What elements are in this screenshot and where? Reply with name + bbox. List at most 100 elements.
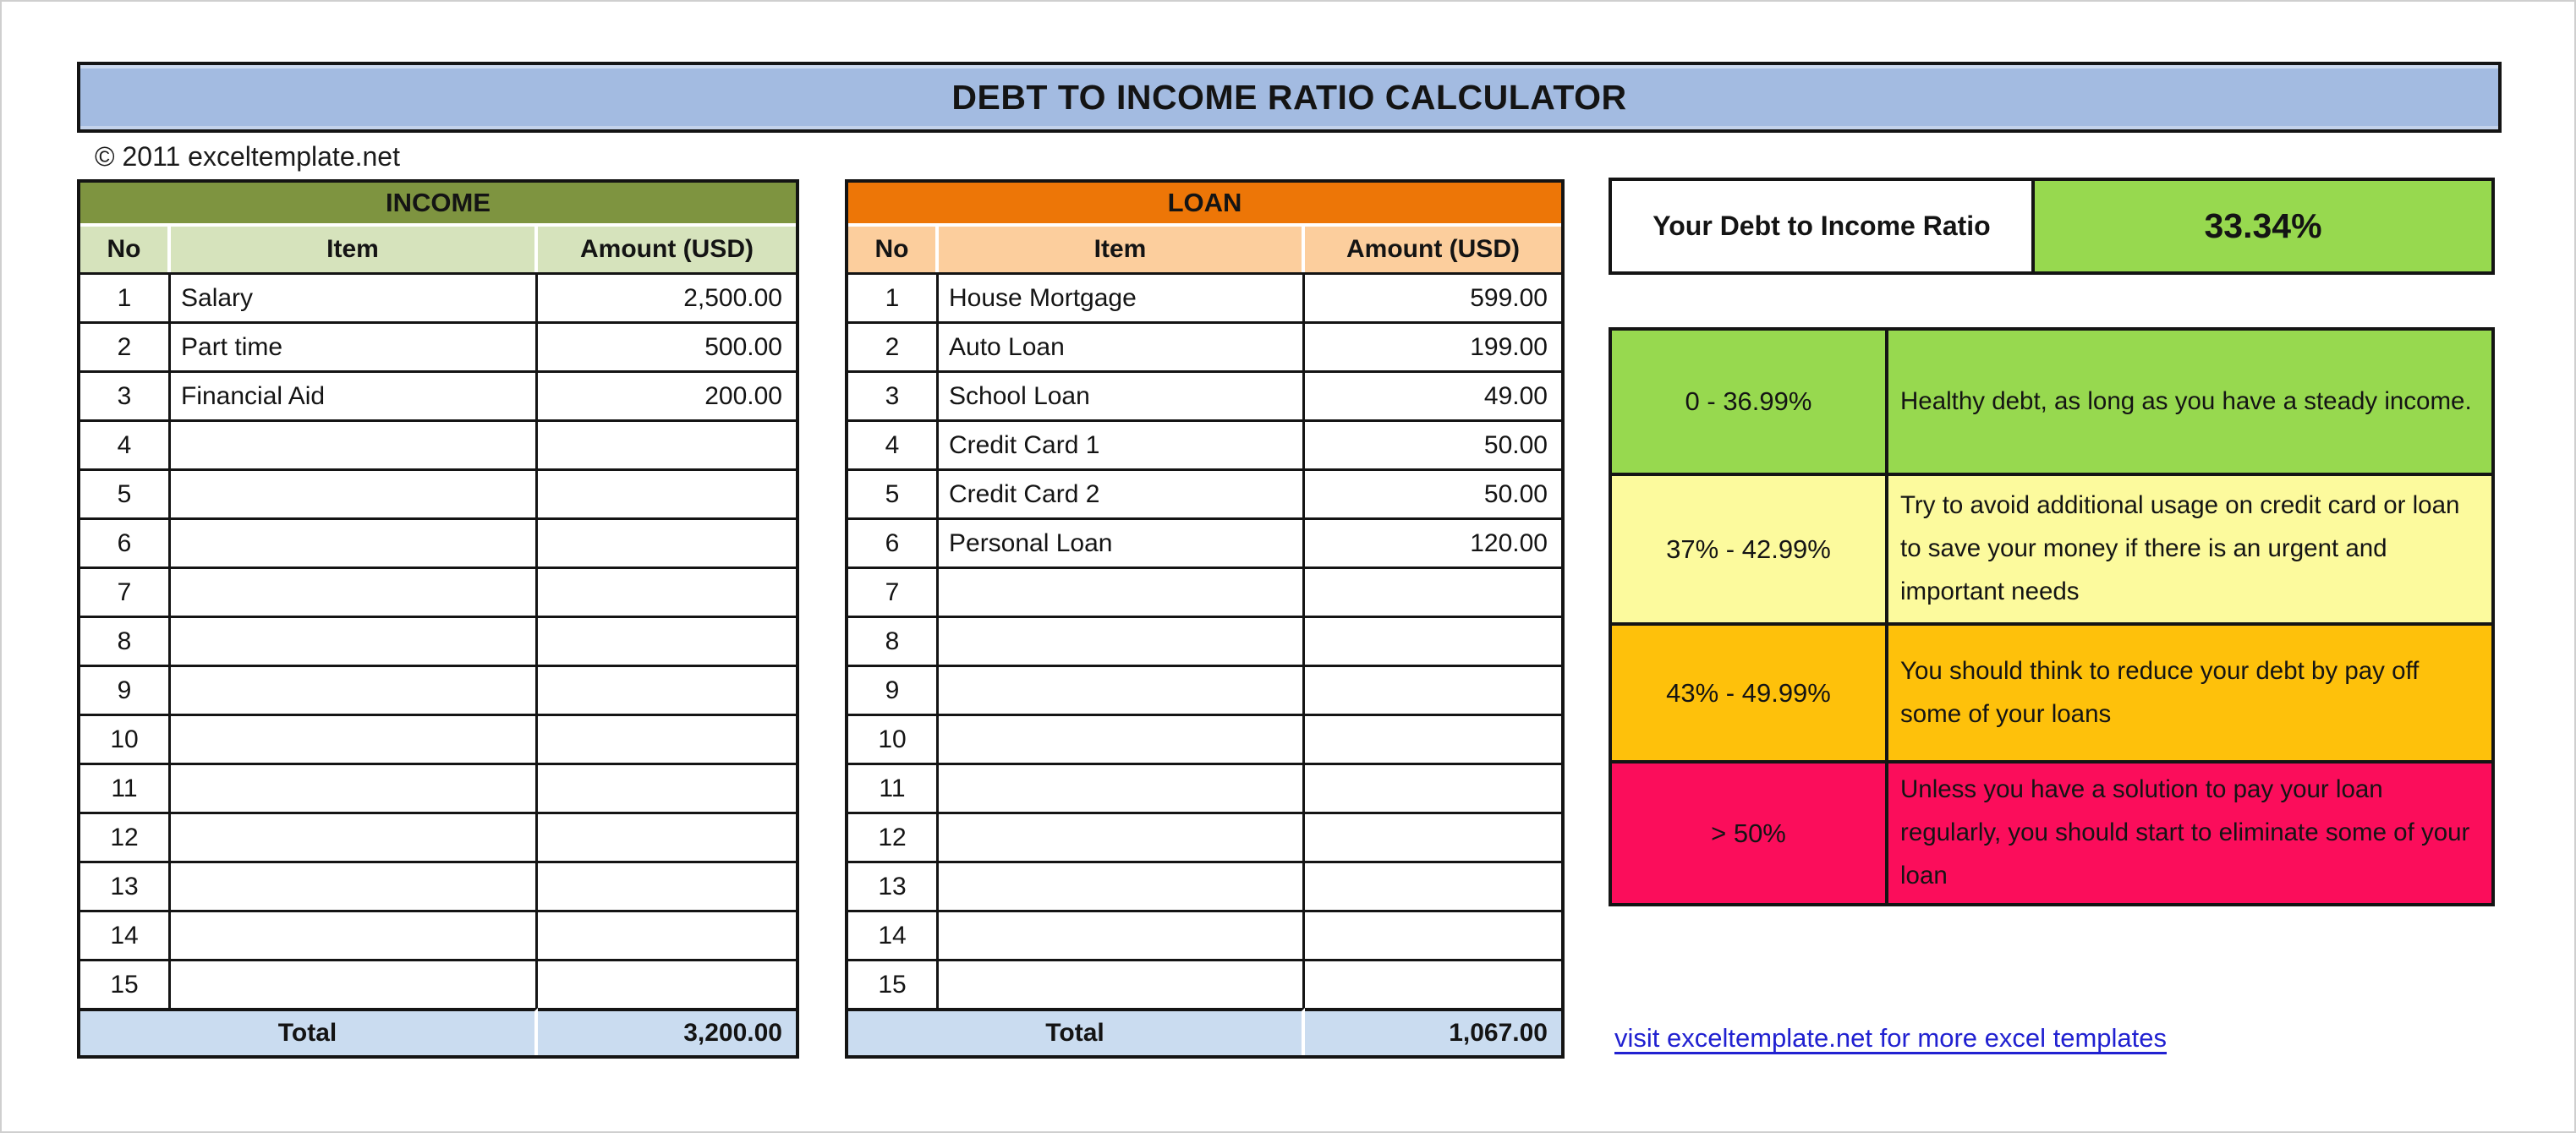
loan-col-header-item: Item bbox=[939, 227, 1305, 272]
legend-row-4: > 50% Unless you have a solution to pay y… bbox=[1612, 760, 2491, 903]
income-row-9: 9 bbox=[80, 665, 796, 714]
loan-row-3-item-cell[interactable]: School Loan bbox=[939, 370, 1305, 419]
income-row-14-item-cell[interactable] bbox=[171, 910, 538, 959]
income-row-2: 2 Part time 500.00 bbox=[80, 321, 796, 370]
income-row-12-item-cell[interactable] bbox=[171, 812, 538, 861]
loan-row-11: 11 bbox=[848, 763, 1561, 812]
income-row-14-amount-cell[interactable] bbox=[538, 910, 796, 959]
ratio-legend-table: 0 - 36.99% Healthy debt, as long as you h… bbox=[1609, 327, 2495, 906]
loan-row-10-amount-cell[interactable] bbox=[1305, 714, 1561, 763]
income-row-3-amount-cell[interactable]: 200.00 bbox=[538, 370, 796, 419]
income-row-3-number: 3 bbox=[80, 370, 171, 419]
loan-row-11-amount-cell[interactable] bbox=[1305, 763, 1561, 812]
income-row-12-amount-cell[interactable] bbox=[538, 812, 796, 861]
income-row-15-amount-cell[interactable] bbox=[538, 959, 796, 1008]
loan-row-1-amount-cell[interactable]: 599.00 bbox=[1305, 272, 1561, 321]
income-rows: 1 Salary 2,500.00 2 Part time 500.00 3 Financia… bbox=[80, 272, 796, 1008]
loan-row-9-item-cell[interactable] bbox=[939, 665, 1305, 714]
income-row-1-amount-cell[interactable]: 2,500.00 bbox=[538, 272, 796, 321]
page-title: DEBT TO INCOME RATIO CALCULATOR bbox=[951, 77, 1627, 117]
loan-row-15: 15 bbox=[848, 959, 1561, 1008]
income-row-11-amount-cell[interactable] bbox=[538, 763, 796, 812]
loan-row-10-number: 10 bbox=[848, 714, 939, 763]
income-row-11-number: 11 bbox=[80, 763, 171, 812]
legend-description-4: Unless you have a solution to pay your l… bbox=[1900, 775, 2470, 889]
loan-row-5-amount-cell[interactable]: 50.00 bbox=[1305, 468, 1561, 517]
income-row-5-amount-cell[interactable] bbox=[538, 468, 796, 517]
income-row-12: 12 bbox=[80, 812, 796, 861]
loan-row-9: 9 bbox=[848, 665, 1561, 714]
income-row-8: 8 bbox=[80, 616, 796, 665]
loan-row-15-item-cell[interactable] bbox=[939, 959, 1305, 1008]
loan-row-13-amount-cell[interactable] bbox=[1305, 861, 1561, 910]
income-row-3-item-cell[interactable]: Financial Aid bbox=[171, 370, 538, 419]
income-row-8-item-cell[interactable] bbox=[171, 616, 538, 665]
income-row-5: 5 bbox=[80, 468, 796, 517]
loan-row-12-number: 12 bbox=[848, 812, 939, 861]
income-row-13-item-cell[interactable] bbox=[171, 861, 538, 910]
copyright-text: © 2011 exceltemplate.net bbox=[95, 141, 400, 172]
income-row-13-amount-cell[interactable] bbox=[538, 861, 796, 910]
income-row-10-item-cell[interactable] bbox=[171, 714, 538, 763]
loan-row-1: 1 House Mortgage 599.00 bbox=[848, 272, 1561, 321]
loan-row-1-item-cell[interactable]: House Mortgage bbox=[939, 272, 1305, 321]
income-row-7-amount-cell[interactable] bbox=[538, 566, 796, 616]
loan-row-14-amount-cell[interactable] bbox=[1305, 910, 1561, 959]
income-row-2-item-cell[interactable]: Part time bbox=[171, 321, 538, 370]
loan-row-3: 3 School Loan 49.00 bbox=[848, 370, 1561, 419]
income-row-11-item-cell[interactable] bbox=[171, 763, 538, 812]
loan-row-14-number: 14 bbox=[848, 910, 939, 959]
income-total-row: Total 3,200.00 bbox=[80, 1008, 796, 1055]
exceltemplate-link[interactable]: visit exceltemplate.net for more excel t… bbox=[1614, 1023, 2167, 1053]
income-row-4-amount-cell[interactable] bbox=[538, 419, 796, 468]
loan-row-8-amount-cell[interactable] bbox=[1305, 616, 1561, 665]
income-row-9-number: 9 bbox=[80, 665, 171, 714]
income-row-9-amount-cell[interactable] bbox=[538, 665, 796, 714]
income-row-10-amount-cell[interactable] bbox=[538, 714, 796, 763]
income-row-9-item-cell[interactable] bbox=[171, 665, 538, 714]
income-row-6-number: 6 bbox=[80, 517, 171, 566]
loan-row-13-item-cell[interactable] bbox=[939, 861, 1305, 910]
loan-row-7-number: 7 bbox=[848, 566, 939, 616]
loan-row-12-amount-cell[interactable] bbox=[1305, 812, 1561, 861]
loan-row-6-amount-cell[interactable]: 120.00 bbox=[1305, 517, 1561, 566]
income-row-8-amount-cell[interactable] bbox=[538, 616, 796, 665]
income-column-header-row: No Item Amount (USD) bbox=[80, 227, 796, 272]
loan-row-7-item-cell[interactable] bbox=[939, 566, 1305, 616]
loan-row-10-item-cell[interactable] bbox=[939, 714, 1305, 763]
loan-row-5-item-cell[interactable]: Credit Card 2 bbox=[939, 468, 1305, 517]
loan-row-14-item-cell[interactable] bbox=[939, 910, 1305, 959]
loan-row-7-amount-cell[interactable] bbox=[1305, 566, 1561, 616]
income-row-11: 11 bbox=[80, 763, 796, 812]
loan-row-4-item-cell[interactable]: Credit Card 1 bbox=[939, 419, 1305, 468]
legend-range-1: 0 - 36.99% bbox=[1612, 331, 1888, 473]
loan-total-amount: 1,067.00 bbox=[1305, 1008, 1561, 1055]
loan-row-8-item-cell[interactable] bbox=[939, 616, 1305, 665]
loan-row-6-item-cell[interactable]: Personal Loan bbox=[939, 517, 1305, 566]
income-row-5-item-cell[interactable] bbox=[171, 468, 538, 517]
income-row-15-item-cell[interactable] bbox=[171, 959, 538, 1008]
income-row-4-number: 4 bbox=[80, 419, 171, 468]
income-row-6-item-cell[interactable] bbox=[171, 517, 538, 566]
income-table-title: INCOME bbox=[80, 183, 796, 227]
income-row-15-number: 15 bbox=[80, 959, 171, 1008]
income-row-3: 3 Financial Aid 200.00 bbox=[80, 370, 796, 419]
loan-row-9-amount-cell[interactable] bbox=[1305, 665, 1561, 714]
loan-row-2-item-cell[interactable]: Auto Loan bbox=[939, 321, 1305, 370]
loan-row-7: 7 bbox=[848, 566, 1561, 616]
loan-row-12-item-cell[interactable] bbox=[939, 812, 1305, 861]
loan-row-15-amount-cell[interactable] bbox=[1305, 959, 1561, 1008]
loan-row-4-amount-cell[interactable]: 50.00 bbox=[1305, 419, 1561, 468]
legend-row-1: 0 - 36.99% Healthy debt, as long as you h… bbox=[1612, 331, 2491, 473]
income-row-2-amount-cell[interactable]: 500.00 bbox=[538, 321, 796, 370]
income-row-7-item-cell[interactable] bbox=[171, 566, 538, 616]
legend-description-1: Healthy debt, as long as you have a stea… bbox=[1900, 386, 2472, 415]
loan-row-11-item-cell[interactable] bbox=[939, 763, 1305, 812]
loan-row-2-amount-cell[interactable]: 199.00 bbox=[1305, 321, 1561, 370]
loan-row-13-number: 13 bbox=[848, 861, 939, 910]
legend-description-2: Try to avoid additional usage on credit … bbox=[1900, 491, 2460, 605]
income-row-1-item-cell[interactable]: Salary bbox=[171, 272, 538, 321]
loan-row-3-amount-cell[interactable]: 49.00 bbox=[1305, 370, 1561, 419]
income-row-6-amount-cell[interactable] bbox=[538, 517, 796, 566]
income-row-4-item-cell[interactable] bbox=[171, 419, 538, 468]
